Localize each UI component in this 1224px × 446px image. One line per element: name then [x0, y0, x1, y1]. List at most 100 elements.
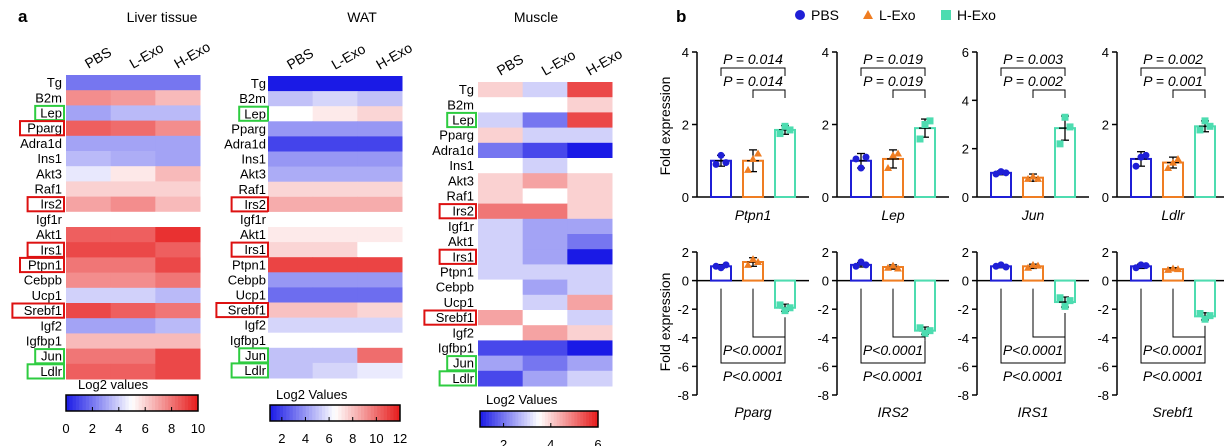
bar-panel-pparg: -8 -6 -4 -2 0 2 Pparg P<0.0001 P<0.0001 [677, 245, 809, 420]
heatmap-cell [110, 363, 156, 380]
heatmap-legend-swatch [125, 395, 130, 411]
heatmap-row-label: Adra1d [432, 143, 474, 158]
data-point [786, 304, 794, 312]
p-value-label: P<0.0001 [1143, 342, 1203, 358]
y-axis-tick-label: -2 [817, 302, 829, 317]
heatmap-cell [522, 188, 568, 205]
heatmap-cell [110, 75, 156, 91]
p-value-label: P = 0.002 [1003, 73, 1063, 89]
heatmap-cell [478, 158, 524, 174]
heatmap-cell [110, 227, 156, 243]
data-point [1206, 312, 1214, 320]
heatmap-legend-tick-label: 2 [278, 431, 285, 446]
heatmap-cell [268, 196, 314, 213]
y-axis-tick-label: -6 [677, 359, 689, 374]
heatmap-cell [357, 181, 403, 198]
heatmap-legend-swatch [344, 405, 349, 421]
heatmap-row-label: Jun [453, 356, 474, 371]
heatmap-legend-tick-label: 4 [302, 431, 309, 446]
heatmap-cell [155, 166, 201, 182]
heatmap-legend-swatch [527, 411, 531, 427]
heatmap-legend-swatch [367, 405, 372, 421]
heatmap-legend-swatch [315, 405, 320, 421]
heatmap-cell [312, 227, 358, 243]
heatmap-row-label: Akt3 [36, 166, 62, 181]
heatmap-row-label: B2m [447, 97, 474, 112]
heatmap-row-label: Pparg [27, 121, 62, 136]
heatmap-legend-swatch [122, 395, 126, 411]
heatmap-cell [268, 302, 314, 319]
heatmap-row-label: Lep [40, 106, 62, 121]
heatmap-legend-swatch [351, 405, 355, 421]
heatmap-legend-swatch [95, 395, 100, 411]
heatmap-legend-swatch [589, 411, 593, 427]
heatmap-cell [66, 90, 112, 106]
heatmap-cell [522, 370, 568, 387]
data-point [1024, 263, 1032, 271]
heatmap-cell [567, 218, 613, 235]
heatmap-legend-swatch [289, 405, 294, 421]
heatmap-row-label: Tg [47, 75, 62, 90]
data-point [1142, 151, 1150, 159]
heatmap-row-label: Ptpn1 [232, 257, 266, 272]
data-point [1132, 162, 1140, 170]
heatmap-row-highlight-box [230, 196, 270, 213]
heatmap-row-label: Irs2 [40, 197, 62, 212]
heatmap-cell [312, 347, 358, 364]
heatmap-cell [567, 173, 613, 189]
data-point [1024, 174, 1032, 182]
y-axis-tick-label: -4 [817, 331, 829, 346]
heatmap-legend-swatch [580, 411, 584, 427]
heatmap-cell [110, 135, 156, 152]
heatmap-cell [155, 196, 201, 213]
data-point [921, 121, 929, 128]
heatmap-legend-swatch [338, 405, 342, 421]
y-axis-tick-label: 2 [1102, 118, 1109, 133]
y-axis-tick-label: -8 [957, 388, 969, 403]
heatmap-legend-swatch [102, 395, 106, 411]
heatmap-cell [110, 166, 156, 182]
heatmap-cell [522, 234, 568, 250]
heatmap-cell [478, 203, 524, 220]
heatmap-title: Liver tissue [127, 9, 198, 25]
heatmap-row-highlight-box [26, 363, 66, 380]
heatmap-legend-swatch [503, 411, 507, 427]
y-axis-tick-label: 4 [962, 93, 969, 108]
bar-panel-srebf1: -8 -6 -4 -2 0 2 Srebf1 P<0.0001 P<0.0001 [1097, 245, 1224, 420]
heatmap-row-highlight-box [438, 248, 478, 265]
heatmap-cell [312, 106, 358, 122]
heatmap-cell [66, 120, 112, 137]
heatmap-legend-swatch [331, 405, 336, 421]
heatmap-cell [522, 264, 568, 281]
heatmap-cell [155, 151, 201, 167]
legend-label: H-Exo [957, 7, 996, 23]
heatmap-legend-swatch [524, 411, 528, 427]
heatmap-cell [357, 91, 403, 107]
heatmap-column-label: H-Exo [171, 38, 213, 71]
heatmap-cell [522, 294, 568, 311]
heatmap-legend-swatch [583, 411, 587, 427]
heatmap-cell [110, 257, 156, 274]
heatmap-legend-swatch [141, 395, 146, 411]
y-axis-tick-label: 2 [962, 245, 969, 260]
data-point [884, 263, 892, 271]
heatmap-legend-swatch [592, 411, 596, 427]
heatmap-legend-swatch [374, 405, 378, 421]
y-axis-title: Fold expression [657, 77, 673, 176]
heatmap-row-highlight-box [438, 370, 478, 387]
heatmap-row-label: Raf1 [35, 182, 62, 197]
heatmap-row-label: Akt1 [36, 227, 62, 242]
x-axis-gene-label: Ptpn1 [735, 207, 772, 223]
heatmap-cell [312, 287, 358, 303]
heatmap-legend-swatch [485, 411, 490, 427]
heatmap-cell [478, 234, 524, 250]
heatmap-cell [268, 257, 314, 273]
heatmap-cell [110, 242, 156, 258]
heatmap-cell [155, 227, 201, 243]
significance-bracket [752, 288, 786, 338]
heatmap-legend-swatch [482, 411, 487, 427]
heatmap-legend-swatch [387, 405, 391, 421]
data-point [894, 149, 902, 157]
heatmap-cell [66, 135, 112, 152]
heatmap-column-label: L-Exo [329, 40, 369, 72]
